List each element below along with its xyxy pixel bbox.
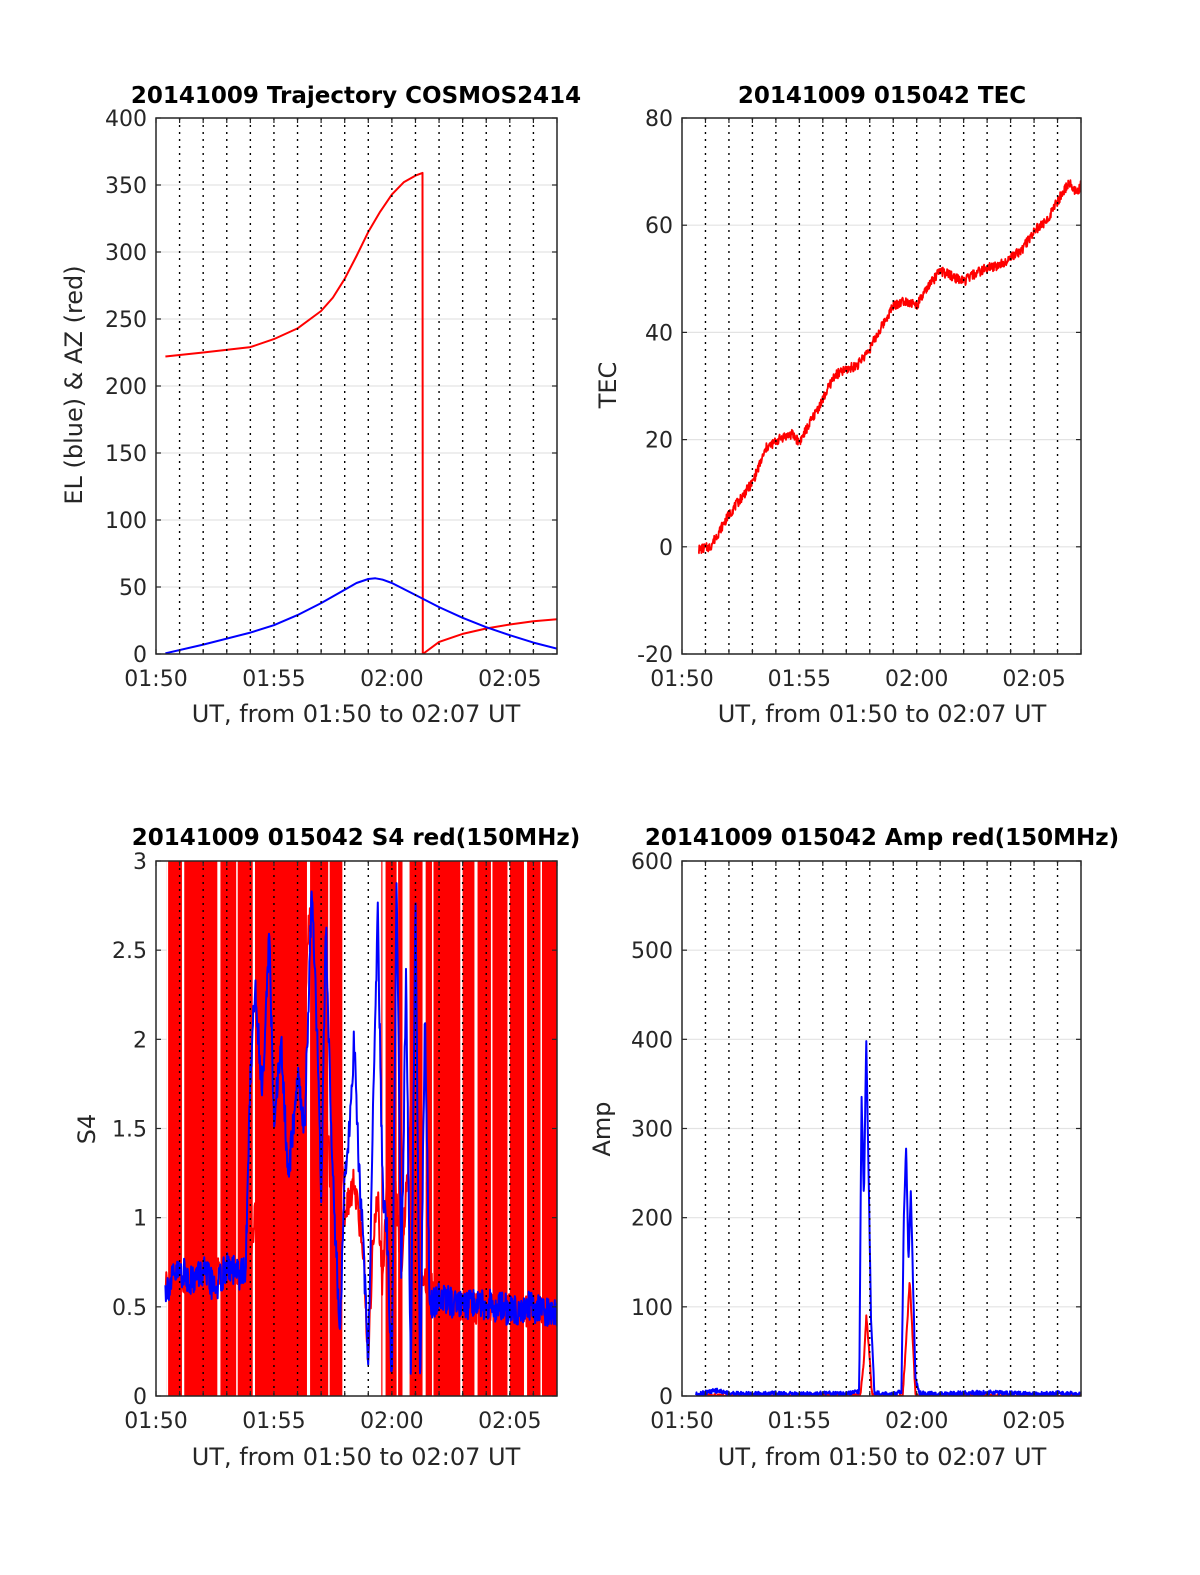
axes-box (681, 117, 1082, 655)
y-tick-label: 50 (119, 576, 147, 601)
y-tick-label: 250 (105, 308, 147, 333)
chart-amp: 20141009 015042 Amp red(150MHz) UT, from… (588, 825, 1119, 1471)
chart-s4: 20141009 015042 S4 red(150MHz) UT, from … (73, 825, 580, 1471)
y-tick-label: 400 (631, 1028, 673, 1053)
noise-gap (396, 861, 399, 1396)
chart-tec: 20141009 015042 TEC UT, from 01:50 to 02… (594, 83, 1082, 728)
noise-gap (431, 861, 434, 1396)
noise-gap (166, 861, 169, 1396)
y-tick-label: 300 (631, 1118, 673, 1143)
y-axis-label: S4 (73, 1114, 101, 1145)
plot-area (164, 861, 557, 1396)
y-tick-label: 0 (133, 1385, 147, 1410)
series-line-1 (695, 1040, 1081, 1396)
chart-title: 20141009 015042 TEC (738, 83, 1026, 109)
y-tick-label: 0 (133, 643, 147, 668)
series-line-0 (698, 179, 1081, 555)
noise-gap (236, 861, 238, 1396)
noise-gap (181, 861, 185, 1396)
x-tick-label: 02:05 (1002, 667, 1065, 692)
y-axis-label: TEC (594, 362, 622, 410)
x-tick-label: 01:50 (124, 667, 187, 692)
x-tick-label: 02:00 (885, 1409, 948, 1434)
x-tick-label: 01:55 (242, 667, 305, 692)
noise-gap (306, 861, 311, 1396)
y-tick-label: 400 (105, 107, 147, 132)
noise-gap (217, 861, 221, 1396)
plot-area (165, 171, 557, 654)
x-tick-label: 02:00 (885, 667, 948, 692)
chart-trajectory: 20141009 Trajectory COSMOS2414 UT, from … (60, 83, 581, 728)
x-tick-label: 02:05 (478, 1409, 541, 1434)
y-axis-label: Amp (588, 1101, 616, 1156)
series-line-1 (164, 882, 557, 1375)
x-axis-label: UT, from 01:50 to 02:07 UT (192, 700, 521, 728)
y-tick-label: 1.5 (112, 1118, 147, 1143)
series-line-0 (695, 1282, 1081, 1396)
x-tick-label: 01:55 (242, 1409, 305, 1434)
x-tick-label: 01:50 (124, 1409, 187, 1434)
noise-gap (252, 861, 256, 1396)
y-tick-label: 80 (645, 107, 673, 132)
x-tick-label: 02:00 (360, 1409, 423, 1434)
noise-gap (460, 861, 463, 1396)
x-tick-label: 01:50 (650, 1409, 713, 1434)
y-tick-label: 0 (659, 536, 673, 561)
noise-gap (382, 861, 386, 1396)
series-line-1 (165, 577, 557, 654)
chart-title: 20141009 015042 Amp red(150MHz) (645, 825, 1119, 851)
y-tick-label: 100 (631, 1296, 673, 1321)
plot-area (698, 179, 1081, 555)
y-tick-label: 600 (631, 850, 673, 875)
x-tick-label: 01:55 (768, 1409, 831, 1434)
noise-gap (328, 861, 330, 1396)
y-tick-label: -20 (637, 643, 673, 668)
plot-area (695, 1040, 1081, 1396)
noise-gap (507, 861, 510, 1396)
x-tick-label: 01:55 (768, 667, 831, 692)
noise-gap (402, 861, 410, 1396)
y-tick-label: 2.5 (112, 939, 147, 964)
chart-title: 20141009 015042 S4 red(150MHz) (132, 825, 581, 851)
y-axis-label: EL (blue) & AZ (red) (60, 265, 88, 504)
y-tick-label: 350 (105, 174, 147, 199)
y-tick-label: 2 (133, 1028, 147, 1053)
x-axis-label: UT, from 01:50 to 02:07 UT (192, 1443, 521, 1471)
chart-title: 20141009 Trajectory COSMOS2414 (131, 83, 581, 109)
y-tick-label: 3 (133, 850, 147, 875)
y-tick-label: 150 (105, 442, 147, 467)
y-tick-label: 500 (631, 939, 673, 964)
x-axis-label: UT, from 01:50 to 02:07 UT (718, 1443, 1047, 1471)
y-tick-label: 0.5 (112, 1296, 147, 1321)
noise-gap (523, 861, 528, 1396)
noise-gap (490, 861, 493, 1396)
y-tick-label: 40 (645, 321, 673, 346)
y-tick-label: 0 (659, 1385, 673, 1410)
y-tick-label: 100 (105, 509, 147, 534)
y-tick-label: 200 (105, 375, 147, 400)
x-tick-label: 02:05 (1002, 1409, 1065, 1434)
x-tick-label: 02:05 (478, 667, 541, 692)
y-tick-label: 60 (645, 214, 673, 239)
x-axis-label: UT, from 01:50 to 02:07 UT (718, 700, 1047, 728)
series-line-0 (165, 171, 557, 654)
y-tick-label: 300 (105, 241, 147, 266)
y-tick-label: 20 (645, 429, 673, 454)
noise-gap (474, 861, 478, 1396)
noise-gap (540, 861, 542, 1396)
x-tick-label: 01:50 (650, 667, 713, 692)
y-tick-label: 1 (133, 1207, 147, 1232)
y-tick-label: 200 (631, 1207, 673, 1232)
x-tick-label: 02:00 (360, 667, 423, 692)
